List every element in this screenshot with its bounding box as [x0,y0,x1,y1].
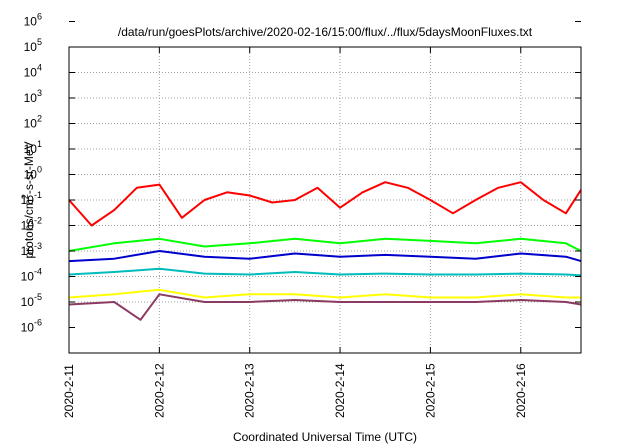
y-tick-base: 10 [21,321,35,335]
y-tick-exponent: 6 [37,12,42,22]
series-line-2 [68,250,582,263]
series-layer [68,181,582,321]
y-tick-exponent: -3 [34,241,42,251]
y-tick-label: 10-5 [21,292,42,309]
x-tick-label: 2020-2-14 [333,363,347,418]
y-tick-exponent: -1 [34,190,42,200]
x-tick-label: 2020-2-12 [152,363,166,418]
x-axis-label: Coordinated Universal Time (UTC) [233,430,417,444]
y-tick-base: 10 [21,219,35,233]
y-tick-label: 105 [24,37,42,54]
x-tick-label: 2020-2-15 [423,363,437,418]
y-tick-exponent: 2 [37,114,42,124]
y-tick-label: 103 [24,88,42,105]
y-tick-label: 101 [24,139,42,156]
y-tick-exponent: 0 [37,165,42,175]
y-tick-base: 10 [24,117,38,131]
x-tick-label: 2020-2-13 [243,363,257,418]
y-axis-label-prefix: protons/cm [22,199,36,258]
y-tick-base: 10 [24,168,38,182]
y-tick-base: 10 [24,91,38,105]
x-axis: 2020-2-11 2020-2-12 2020-2-13 2020-2-14 2020… [62,47,528,418]
series-line-1 [68,237,582,252]
y-tick-label: 100 [24,165,42,182]
y-tick-base: 10 [24,142,38,156]
y-tick-base: 10 [21,295,35,309]
y-tick-label: 10-1 [21,190,42,207]
y-tick-base: 10 [21,193,35,207]
y-tick-label: 10-6 [21,318,42,335]
y-tick-label: 106 [24,12,42,29]
y-tick-exponent: 1 [37,139,42,149]
chart-title: /data/run/goesPlots/archive/2020-02-16/1… [118,25,533,39]
y-tick-base: 10 [21,244,35,258]
y-axis-label-suffix: -s-sr-MeV [22,141,36,194]
y-tick-exponent: 5 [37,37,42,47]
series-line-0 [68,181,582,227]
y-axis-label-superscript: 2 [20,194,30,199]
x-tick-label: 2020-2-16 [514,363,528,418]
y-axis-label: protons/cm2-s-sr-MeV [20,141,36,258]
series-line-4 [68,288,581,299]
y-tick-base: 10 [24,40,38,54]
y-tick-exponent: 4 [37,63,42,73]
y-axis: 10610510410310210110010-110-210-310-410-… [21,12,581,335]
y-tick-label: 10-3 [21,241,42,258]
series-line-3 [68,267,582,277]
y-tick-label: 10-2 [21,216,42,233]
y-tick-exponent: -5 [34,292,42,302]
x-tick-label: 2020-2-11 [62,364,76,418]
y-tick-base: 10 [21,270,35,284]
y-tick-label: 102 [24,114,42,131]
y-tick-label: 104 [24,63,42,80]
y-tick-exponent: -2 [34,216,42,226]
y-tick-label: 10-4 [21,267,42,284]
y-tick-base: 10 [24,66,38,80]
y-tick-exponent: -6 [34,318,42,328]
y-tick-base: 10 [24,15,38,29]
y-tick-exponent: 3 [37,88,42,98]
series-line-5 [68,293,582,321]
y-tick-exponent: -4 [34,267,42,277]
